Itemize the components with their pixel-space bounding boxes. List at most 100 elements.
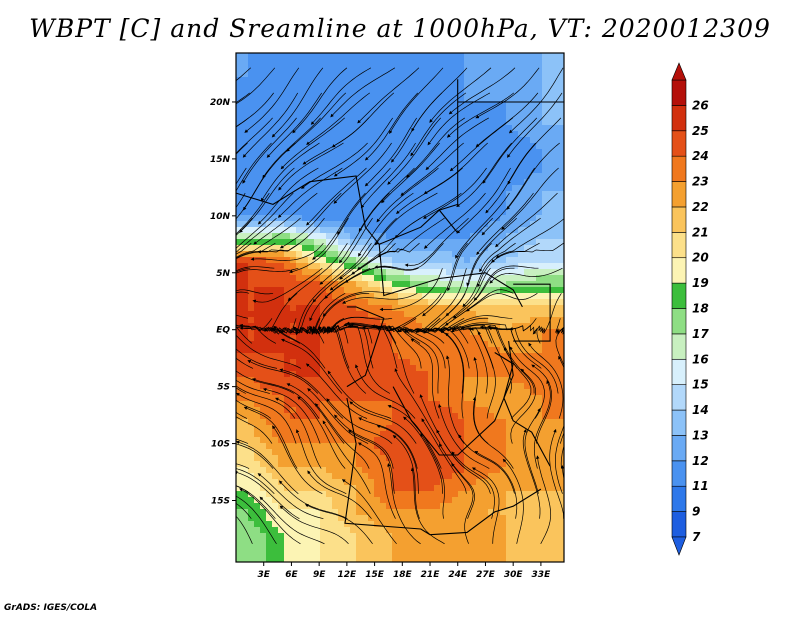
field-cell: [392, 509, 399, 516]
field-cell: [554, 335, 561, 342]
field-cell: [554, 107, 561, 114]
field-cell: [374, 215, 381, 222]
field-cell: [260, 539, 267, 546]
field-cell: [488, 311, 495, 318]
field-cell: [542, 407, 549, 414]
field-cell: [464, 347, 471, 354]
field-cell: [494, 215, 501, 222]
field-cell: [548, 533, 555, 540]
field-cell: [308, 137, 315, 144]
field-cell: [530, 419, 537, 426]
field-cell: [518, 551, 525, 558]
streamline: [280, 117, 345, 170]
field-cell: [428, 485, 435, 492]
field-cell: [392, 401, 399, 408]
field-cell: [374, 437, 381, 444]
field-cell: [542, 551, 549, 558]
field-cell: [554, 167, 561, 174]
field-cell: [494, 359, 501, 366]
field-cell: [236, 143, 243, 150]
field-cell: [422, 275, 429, 282]
field-cell: [422, 431, 429, 438]
field-cell: [344, 557, 351, 562]
field-cell: [542, 143, 549, 150]
field-cell: [554, 359, 561, 366]
field-cell: [260, 191, 267, 198]
field-cell: [536, 101, 543, 108]
field-cell: [428, 395, 435, 402]
field-cell: [284, 461, 291, 468]
field-cell: [320, 413, 327, 420]
field-cell: [248, 95, 255, 102]
field-cell: [524, 83, 531, 90]
field-cell: [512, 515, 519, 522]
field-cell: [350, 149, 357, 156]
field-cell: [320, 131, 327, 138]
field-cell: [452, 215, 459, 222]
field-cell: [344, 317, 351, 324]
field-cell: [266, 89, 273, 96]
field-cell: [416, 215, 423, 222]
field-cell: [548, 419, 555, 426]
field-cell: [344, 455, 351, 462]
field-cell: [308, 179, 315, 186]
field-cell: [362, 77, 369, 84]
field-cell: [560, 239, 564, 246]
field-cell: [524, 401, 531, 408]
field-cell: [374, 485, 381, 492]
field-cell: [434, 503, 441, 510]
field-cell: [440, 551, 447, 558]
field-cell: [452, 431, 459, 438]
field-cell: [476, 359, 483, 366]
field-cell: [284, 527, 291, 534]
field-cell: [320, 335, 327, 342]
field-cell: [458, 203, 465, 210]
field-cell: [422, 419, 429, 426]
field-cell: [368, 485, 375, 492]
field-cell: [458, 395, 465, 402]
field-cell: [374, 287, 381, 294]
field-cell: [392, 65, 399, 72]
field-cell: [530, 455, 537, 462]
field-cell: [320, 245, 327, 252]
field-cell: [320, 227, 327, 234]
field-cell: [530, 101, 537, 108]
field-cell: [278, 527, 285, 534]
field-cell: [374, 461, 381, 468]
field-cell: [482, 497, 489, 504]
field-cell: [356, 149, 363, 156]
field-cell: [548, 65, 555, 72]
field-cell: [272, 371, 279, 378]
field-cell: [260, 101, 267, 108]
field-cell: [548, 77, 555, 84]
field-cell: [314, 311, 321, 318]
field-cell: [542, 71, 549, 78]
field-cell: [314, 95, 321, 102]
field-cell: [440, 407, 447, 414]
field-cell: [500, 275, 507, 282]
field-cell: [356, 533, 363, 540]
field-cell: [266, 497, 273, 504]
field-cell: [356, 221, 363, 228]
field-cell: [362, 365, 369, 372]
field-cell: [386, 425, 393, 432]
field-cell: [536, 365, 543, 372]
field-cell: [416, 539, 423, 546]
field-cell: [548, 59, 555, 66]
field-cell: [548, 359, 555, 366]
field-cell: [296, 275, 303, 282]
field-cell: [272, 401, 279, 408]
streamline: [531, 364, 552, 444]
field-cell: [476, 317, 483, 324]
streamline: [439, 315, 513, 332]
field-cell: [428, 359, 435, 366]
field-cell: [494, 425, 501, 432]
field-cell: [290, 353, 297, 360]
field-cell: [380, 71, 387, 78]
field-cell: [542, 233, 549, 240]
field-cell: [554, 275, 561, 282]
streamline: [236, 267, 251, 273]
field-cell: [506, 359, 513, 366]
field-cell: [518, 89, 525, 96]
field-cell: [470, 305, 477, 312]
